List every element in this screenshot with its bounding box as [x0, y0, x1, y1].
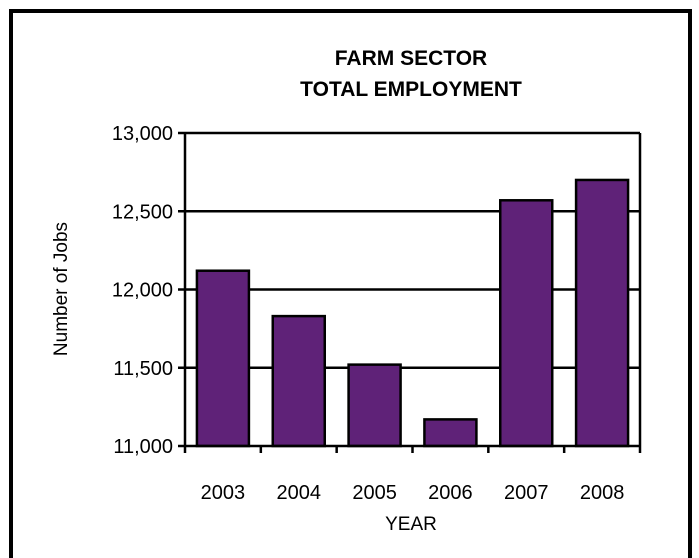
gridlines — [185, 131, 640, 369]
y-tick-labels: 11,000 11,500 12,000 12,500 13,000 — [112, 123, 173, 458]
y-axis-label: Number of Jobs — [51, 222, 72, 356]
x-tick-label: 2005 — [352, 482, 397, 504]
x-tick-label: 2008 — [580, 482, 625, 504]
bar-2004 — [271, 314, 326, 448]
x-tick-labels: 2003 2004 2005 2006 2007 2008 — [201, 482, 625, 504]
x-tick-label: 2003 — [201, 482, 246, 504]
x-tick-label: 2006 — [428, 482, 473, 504]
bar-2005 — [347, 363, 402, 448]
x-tick-label: 2004 — [277, 482, 322, 504]
chart-title-line-1: FARM SECTOR — [335, 47, 487, 70]
axes — [178, 131, 642, 453]
bars — [195, 178, 630, 448]
x-axis-label: YEAR — [385, 514, 437, 535]
bar-2007 — [499, 199, 554, 448]
y-tick-label: 12,000 — [112, 280, 173, 302]
bar-2006 — [423, 418, 478, 448]
x-tick-label: 2007 — [504, 482, 549, 504]
y-tick-label: 13,000 — [112, 123, 173, 145]
chart-title-line-2: TOTAL EMPLOYMENT — [300, 78, 522, 101]
y-tick-label: 11,500 — [113, 358, 173, 380]
y-tick-label: 11,000 — [113, 436, 173, 458]
y-tick-label: 12,500 — [112, 201, 173, 223]
bar-2003 — [195, 269, 251, 448]
bar-2008 — [574, 178, 630, 448]
